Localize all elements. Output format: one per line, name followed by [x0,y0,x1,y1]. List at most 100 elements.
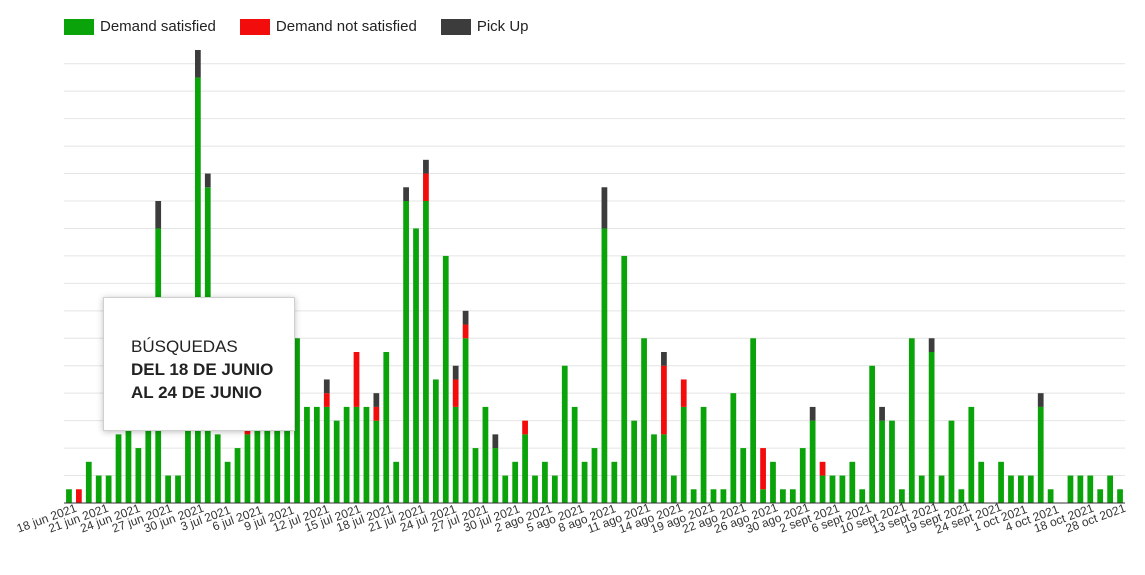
bar-segment-not-satisfied[interactable] [819,461,826,476]
bar-segment-not-satisfied[interactable] [76,489,82,503]
bar-segment-satisfied[interactable] [750,338,757,503]
bar-segment-satisfied[interactable] [423,201,429,503]
bar-segment-satisfied[interactable] [690,489,697,503]
legend-item-demand-satisfied[interactable]: Demand satisfied [64,18,216,35]
bar-segment-not-satisfied[interactable] [373,406,380,421]
bar-segment-satisfied[interactable] [680,406,687,503]
bar-segment-satisfied[interactable] [333,420,340,503]
legend-item-demand-not-satisfied[interactable]: Demand not satisfied [239,18,417,35]
bar-segment-satisfied[interactable] [353,406,360,503]
bar-segment-satisfied[interactable] [908,338,915,503]
bar-segment-satisfied[interactable] [641,338,647,503]
bar-segment-satisfied[interactable] [1107,475,1113,503]
bar-segment-satisfied[interactable] [135,448,142,503]
bar-segment-satisfied[interactable] [918,475,925,503]
bar-segment-not-satisfied[interactable] [423,173,429,201]
bar-segment-satisfied[interactable] [601,228,608,503]
bar-segment-satisfied[interactable] [770,461,776,503]
bar-segment-satisfied[interactable] [581,461,588,503]
bar-segment-satisfied[interactable] [551,475,558,503]
bar-segment-satisfied[interactable] [661,434,667,503]
bar-segment-satisfied[interactable] [621,255,628,503]
bar-segment-satisfied[interactable] [313,406,320,503]
bar-segment-satisfied[interactable] [789,489,796,503]
bar-segment-satisfied[interactable] [542,461,548,503]
bar-segment-pick-up[interactable] [661,352,667,366]
bar-segment-satisfied[interactable] [829,475,836,503]
bar-segment-pick-up[interactable] [462,310,469,325]
bar-segment-pick-up[interactable] [1037,393,1044,407]
bar-segment-pick-up[interactable] [809,406,816,421]
bar-segment-satisfied[interactable] [998,461,1004,503]
bar-segment-satisfied[interactable] [879,420,885,503]
bar-segment-satisfied[interactable] [522,434,528,503]
bar-segment-satisfied[interactable] [571,406,578,503]
bar-segment-satisfied[interactable] [899,489,905,503]
bar-segment-satisfied[interactable] [95,475,102,503]
bar-segment-satisfied[interactable] [363,406,370,503]
bar-segment-satisfied[interactable] [730,393,737,503]
bar-segment-satisfied[interactable] [125,420,132,503]
bar-segment-pick-up[interactable] [323,379,330,394]
bar-segment-pick-up[interactable] [204,173,211,188]
bar-segment-satisfied[interactable] [234,448,241,503]
bar-segment-satisfied[interactable] [760,489,766,503]
bar-segment-satisfied[interactable] [670,475,677,503]
bar-segment-satisfied[interactable] [185,393,191,503]
bar-segment-satisfied[interactable] [859,489,866,503]
bar-segment-pick-up[interactable] [403,187,409,201]
bar-segment-satisfied[interactable] [611,461,618,503]
bar-segment-satisfied[interactable] [432,379,439,503]
bar-segment-satisfied[interactable] [462,338,469,503]
bar-segment-satisfied[interactable] [274,420,281,503]
bar-segment-satisfied[interactable] [978,461,985,503]
bar-segment-satisfied[interactable] [323,406,330,503]
bar-segment-satisfied[interactable] [284,406,290,503]
bar-segment-pick-up[interactable] [492,434,499,449]
bar-segment-satisfied[interactable] [780,489,786,503]
bar-segment-satisfied[interactable] [105,475,112,503]
bar-segment-satisfied[interactable] [948,420,955,503]
bar-segment-pick-up[interactable] [601,187,608,229]
bar-segment-satisfied[interactable] [472,448,479,503]
bar-segment-satisfied[interactable] [968,406,975,503]
bar-segment-satisfied[interactable] [958,489,965,503]
bar-segment-satisfied[interactable] [700,406,707,503]
bar-segment-satisfied[interactable] [373,420,380,503]
bar-segment-satisfied[interactable] [720,489,727,503]
legend-item-pick-up[interactable]: Pick Up [440,18,529,35]
bar-segment-pick-up[interactable] [194,50,201,78]
bar-segment-satisfied[interactable] [1117,489,1123,503]
bar-segment-satisfied[interactable] [561,365,568,503]
bar-segment-satisfied[interactable] [799,448,806,503]
bar-segment-satisfied[interactable] [502,475,509,503]
bar-segment-satisfied[interactable] [393,461,400,503]
bar-segment-satisfied[interactable] [651,434,657,503]
bar-segment-satisfied[interactable] [889,420,895,503]
bar-segment-pick-up[interactable] [373,393,380,407]
bar-segment-satisfied[interactable] [740,448,747,503]
bar-segment-not-satisfied[interactable] [522,420,528,435]
bar-segment-satisfied[interactable] [254,406,261,503]
bar-segment-not-satisfied[interactable] [353,352,360,407]
bar-segment-pick-up[interactable] [423,159,429,174]
bar-segment-satisfied[interactable] [482,406,489,503]
bar-segment-satisfied[interactable] [115,434,122,503]
bar-segment-satisfied[interactable] [145,393,152,503]
bar-segment-satisfied[interactable] [928,352,935,503]
bar-segment-satisfied[interactable] [175,475,181,503]
bar-segment-satisfied[interactable] [869,365,876,503]
bar-segment-satisfied[interactable] [1087,475,1094,503]
bar-segment-satisfied[interactable] [452,406,459,503]
bar-segment-pick-up[interactable] [879,406,885,421]
bar-segment-satisfied[interactable] [938,475,945,503]
bar-segment-pick-up[interactable] [928,338,935,352]
bar-segment-satisfied[interactable] [442,255,449,503]
bar-segment-satisfied[interactable] [1037,406,1044,503]
bar-segment-satisfied[interactable] [1047,489,1054,503]
bar-segment-satisfied[interactable] [1067,475,1074,503]
bar-segment-satisfied[interactable] [413,228,419,503]
bar-segment-satisfied[interactable] [1018,475,1024,503]
bar-segment-pick-up[interactable] [155,201,162,229]
bar-segment-satisfied[interactable] [1008,475,1014,503]
